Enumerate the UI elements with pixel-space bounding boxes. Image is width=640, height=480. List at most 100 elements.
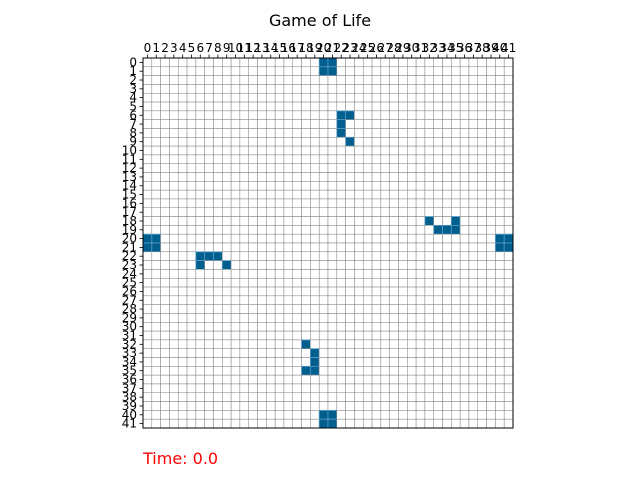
cell[interactable] xyxy=(345,101,355,112)
cell[interactable] xyxy=(371,119,382,129)
cell[interactable] xyxy=(495,207,505,217)
cell[interactable] xyxy=(380,233,390,244)
cell[interactable] xyxy=(354,401,364,411)
cell[interactable] xyxy=(213,172,223,182)
cell[interactable] xyxy=(503,277,514,288)
cell[interactable] xyxy=(336,163,346,173)
cell[interactable] xyxy=(477,145,487,156)
cell[interactable] xyxy=(186,304,197,314)
cell[interactable] xyxy=(257,207,267,217)
cell[interactable] xyxy=(477,366,487,376)
cell[interactable] xyxy=(362,216,373,226)
cell[interactable] xyxy=(318,189,329,200)
cell[interactable] xyxy=(239,181,249,191)
cell[interactable] xyxy=(486,92,496,103)
cell[interactable] xyxy=(204,163,214,173)
cell[interactable] xyxy=(424,260,434,270)
cell[interactable] xyxy=(301,251,311,261)
cell[interactable] xyxy=(160,57,170,68)
cell[interactable] xyxy=(380,304,390,314)
cell[interactable] xyxy=(354,322,364,332)
cell[interactable] xyxy=(495,181,505,191)
cell[interactable] xyxy=(292,401,302,411)
cell[interactable] xyxy=(433,145,443,156)
cell[interactable] xyxy=(354,216,364,226)
cell[interactable] xyxy=(477,128,487,138)
cell[interactable] xyxy=(204,330,214,341)
cell[interactable] xyxy=(213,181,223,191)
cell[interactable] xyxy=(160,145,170,156)
live-cell[interactable] xyxy=(327,57,338,68)
cell[interactable] xyxy=(327,92,338,103)
cell[interactable] xyxy=(257,75,267,85)
cell[interactable] xyxy=(248,277,258,288)
cell[interactable] xyxy=(354,128,364,138)
cell[interactable] xyxy=(468,198,479,209)
cell[interactable] xyxy=(451,357,461,367)
cell[interactable] xyxy=(354,357,364,367)
cell[interactable] xyxy=(186,172,197,182)
cell[interactable] xyxy=(301,225,311,235)
cell[interactable] xyxy=(301,198,311,209)
cell[interactable] xyxy=(371,339,382,349)
cell[interactable] xyxy=(495,401,505,411)
cell[interactable] xyxy=(398,207,408,217)
cell[interactable] xyxy=(222,374,232,385)
cell[interactable] xyxy=(459,410,470,420)
cell[interactable] xyxy=(310,207,320,217)
cell[interactable] xyxy=(345,260,355,270)
cell[interactable] xyxy=(327,119,338,129)
cell[interactable] xyxy=(486,366,496,376)
cell[interactable] xyxy=(424,110,434,120)
cell[interactable] xyxy=(415,181,426,191)
cell[interactable] xyxy=(292,295,302,305)
cell[interactable] xyxy=(415,242,426,253)
cell[interactable] xyxy=(407,304,417,314)
cell[interactable] xyxy=(195,304,205,314)
cell[interactable] xyxy=(371,295,382,305)
cell[interactable] xyxy=(336,277,346,288)
cell[interactable] xyxy=(424,313,434,323)
live-cell[interactable] xyxy=(503,242,514,253)
cell[interactable] xyxy=(292,269,302,279)
cell[interactable] xyxy=(442,348,452,358)
cell[interactable] xyxy=(151,145,161,156)
cell[interactable] xyxy=(345,57,355,68)
cell[interactable] xyxy=(274,233,285,244)
cell[interactable] xyxy=(177,339,188,349)
cell[interactable] xyxy=(222,198,232,209)
cell[interactable] xyxy=(257,392,267,402)
cell[interactable] xyxy=(424,374,434,385)
cell[interactable] xyxy=(274,84,285,94)
cell[interactable] xyxy=(415,260,426,270)
cell[interactable] xyxy=(389,251,399,261)
cell[interactable] xyxy=(345,418,355,429)
cell[interactable] xyxy=(204,225,214,235)
cell[interactable] xyxy=(336,357,346,367)
cell[interactable] xyxy=(230,189,241,200)
cell[interactable] xyxy=(354,242,364,253)
cell[interactable] xyxy=(468,392,479,402)
cell[interactable] xyxy=(371,75,382,85)
cell[interactable] xyxy=(186,418,197,429)
cell[interactable] xyxy=(195,401,205,411)
cell[interactable] xyxy=(495,313,505,323)
cell[interactable] xyxy=(362,181,373,191)
cell[interactable] xyxy=(336,216,346,226)
cell[interactable] xyxy=(177,242,188,253)
cell[interactable] xyxy=(327,383,338,394)
cell[interactable] xyxy=(380,339,390,349)
cell[interactable] xyxy=(468,313,479,323)
cell[interactable] xyxy=(354,295,364,305)
cell[interactable] xyxy=(274,110,285,120)
cell[interactable] xyxy=(433,101,443,112)
cell[interactable] xyxy=(301,348,311,358)
cell[interactable] xyxy=(213,357,223,367)
cell[interactable] xyxy=(424,339,434,349)
cell[interactable] xyxy=(292,66,302,76)
cell[interactable] xyxy=(503,172,514,182)
cell[interactable] xyxy=(415,322,426,332)
cell[interactable] xyxy=(477,330,487,341)
cell[interactable] xyxy=(142,260,153,270)
